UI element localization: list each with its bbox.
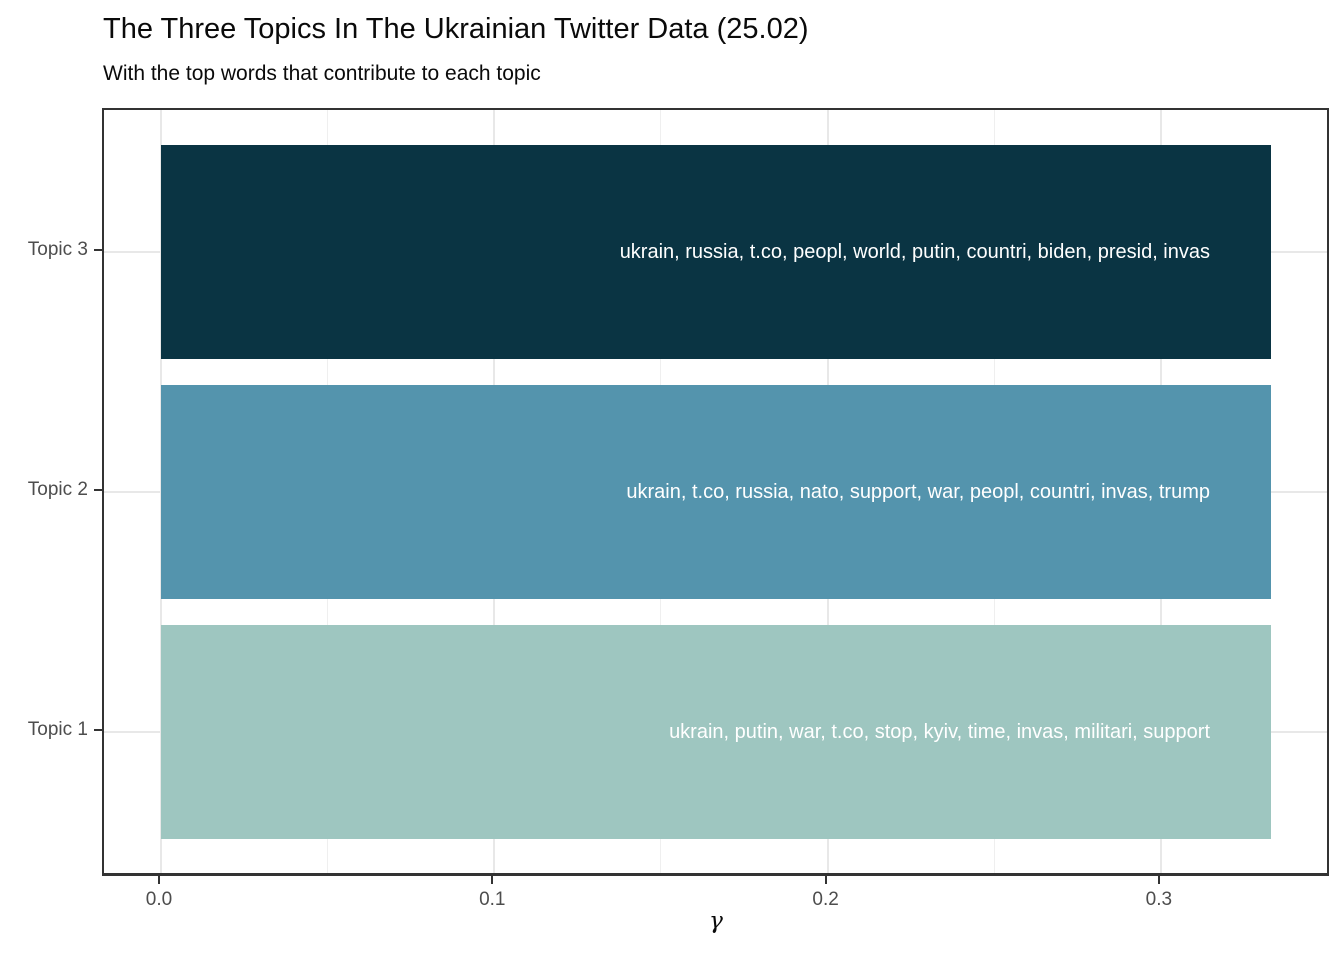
x-axis-tick xyxy=(824,876,827,884)
x-axis-tick-label: 0.3 xyxy=(1145,889,1173,910)
chart-subtitle: With the top words that contribute to ea… xyxy=(103,62,541,85)
bar-top-words-label: ukrain, russia, t.co, peopl, world, puti… xyxy=(619,240,1210,263)
y-axis-tick xyxy=(94,489,102,491)
x-axis-tick-label: 0.0 xyxy=(145,889,173,910)
bar-top-words-label: ukrain, putin, war, t.co, stop, kyiv, ti… xyxy=(669,720,1210,743)
chart-title: The Three Topics In The Ukrainian Twitte… xyxy=(103,13,809,45)
y-axis-tick xyxy=(94,249,102,251)
x-axis-title: γ xyxy=(709,908,723,934)
x-axis-tick xyxy=(1157,876,1160,884)
y-axis-tick xyxy=(94,729,102,731)
bar-topic-1: ukrain, putin, war, t.co, stop, kyiv, ti… xyxy=(161,625,1271,839)
bar-topic-2: ukrain, t.co, russia, nato, support, war… xyxy=(161,385,1271,599)
x-axis-tick-label: 0.2 xyxy=(812,889,839,910)
y-axis-label-topic-2: Topic 2 xyxy=(27,479,88,500)
y-axis-label-topic-1: Topic 1 xyxy=(27,719,88,740)
plot-panel: ukrain, russia, t.co, peopl, world, puti… xyxy=(102,108,1329,876)
x-axis-tick-label: 0.1 xyxy=(479,889,506,910)
x-axis-tick xyxy=(158,876,160,884)
x-axis-tick xyxy=(491,876,494,884)
bar-top-words-label: ukrain, t.co, russia, nato, support, war… xyxy=(626,480,1210,503)
bar-topic-3: ukrain, russia, t.co, peopl, world, puti… xyxy=(161,145,1271,359)
y-axis-label-topic-3: Topic 3 xyxy=(27,239,88,260)
